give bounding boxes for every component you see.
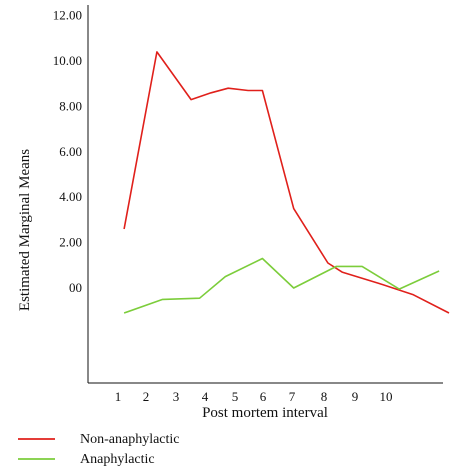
- y-tick-label: 4.00: [59, 189, 82, 204]
- x-tick-label: 5: [232, 389, 239, 404]
- x-tick-label: 2: [143, 389, 150, 404]
- y-tick-label: 10.00: [53, 53, 82, 68]
- y-axis-title: Estimated Marginal Means: [17, 149, 33, 311]
- x-axis-title: Post mortem interval: [202, 405, 328, 421]
- x-tick-label: 1: [115, 389, 122, 404]
- y-tick-labels: 12.00 10.00 8.00 6.00 4.00 2.00 00: [53, 8, 82, 295]
- x-tick-label: 3: [173, 389, 180, 404]
- x-tick-label: 9: [352, 389, 359, 404]
- x-tick-labels: 1 2 3 4 5 6 7 8 9 10: [115, 389, 393, 404]
- y-tick-label: 2.00: [59, 235, 82, 250]
- x-tick-label: 4: [202, 389, 209, 404]
- x-tick-label: 10: [380, 389, 393, 404]
- legend-label: Non-anaphylactic: [80, 432, 180, 447]
- series-lines: [123, 51, 450, 314]
- x-tick-label: 6: [260, 389, 267, 404]
- legend: Non-anaphylactic Anaphylactic: [18, 432, 180, 467]
- y-tick-label: 00: [69, 280, 82, 295]
- series-line-anaphylactic: [123, 257, 440, 314]
- y-tick-label: 8.00: [59, 98, 82, 113]
- series-line-non-anaphylactic: [123, 51, 450, 314]
- legend-label: Anaphylactic: [80, 452, 155, 467]
- x-tick-label: 8: [321, 389, 328, 404]
- y-tick-label: 12.00: [53, 8, 82, 23]
- y-tick-label: 6.00: [59, 144, 82, 159]
- x-tick-label: 7: [289, 389, 296, 404]
